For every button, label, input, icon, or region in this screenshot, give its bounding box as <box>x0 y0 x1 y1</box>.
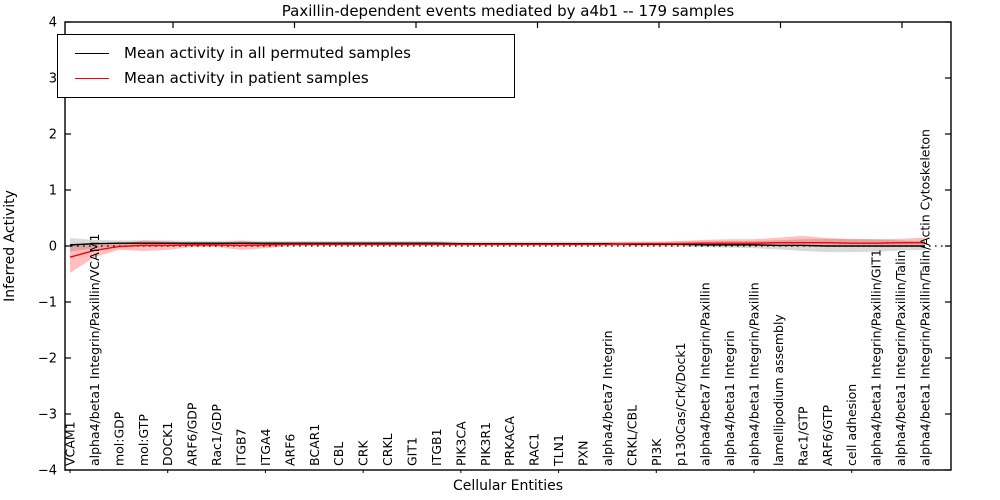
x-tick-label: Rac1/GDP <box>209 404 224 466</box>
x-tick-label: BCAR1 <box>307 424 322 466</box>
y-tick-label: −3 <box>38 408 57 423</box>
x-tick-label: alpha4/beta1 Integrin/Paxillin <box>747 282 762 466</box>
x-tick-label: alpha4/beta1 Integrin/Paxillin/Talin/Act… <box>918 129 933 466</box>
x-tick-label: alpha4/beta1 Integrin/Paxillin/GIT1 <box>869 249 884 466</box>
y-tick-label: −1 <box>38 296 57 311</box>
y-tick-label: −4 <box>38 464 57 479</box>
legend-item-permuted: Mean activity in all permuted samples <box>58 43 514 62</box>
y-tick-label: 3 <box>49 72 57 87</box>
x-tick-label: VCAM1 <box>63 421 78 466</box>
x-tick-label: ARF6/GTP <box>820 405 835 466</box>
x-tick-label: alpha4/beta7 Integrin <box>600 330 615 466</box>
x-tick-label: ARF6/GDP <box>185 402 200 466</box>
y-tick-label: 2 <box>49 128 57 143</box>
x-tick-label: alpha4/beta7 Integrin/Paxillin <box>698 282 713 466</box>
legend-line-sample-red <box>75 78 109 80</box>
chart-title: Paxillin-dependent events mediated by a4… <box>281 2 735 20</box>
x-tick-label: ITGA4 <box>258 428 273 466</box>
patient-mean-line <box>69 241 925 258</box>
legend: Mean activity in all permuted samples Me… <box>57 34 515 98</box>
x-tick-label: CRKL <box>380 433 395 466</box>
x-tick-label: PXN <box>576 441 591 466</box>
x-tick-label: ITGB7 <box>234 428 249 466</box>
x-tick-label: ARF6 <box>282 434 297 466</box>
x-tick-label: PRKACA <box>502 416 517 466</box>
y-tick-label: −2 <box>38 352 57 367</box>
legend-line-sample-black <box>75 52 109 54</box>
legend-label-permuted: Mean activity in all permuted samples <box>124 43 411 62</box>
x-tick-label: PIK3CA <box>453 421 468 466</box>
x-tick-label: Rac1/GTP <box>795 406 810 466</box>
legend-item-patient: Mean activity in patient samples <box>58 71 514 86</box>
y-axis-label: Inferred Activity <box>2 190 18 302</box>
x-tick-label: CRK <box>356 440 371 466</box>
x-tick-label: CBL <box>331 442 346 466</box>
x-tick-label: alpha4/beta1 Integrin/Paxillin/VCAM1 <box>87 234 102 466</box>
y-tick-label: 4 <box>49 16 57 31</box>
x-axis-label: Cellular Entities <box>452 478 564 494</box>
x-tick-label: alpha4/beta1 Integrin <box>722 330 737 466</box>
x-tick-label: PIK3R1 <box>478 422 493 466</box>
x-tick-label: mol:GTP <box>136 414 151 466</box>
x-tick-label: alpha4/beta1 Integrin/Paxillin/Talin <box>893 250 908 466</box>
legend-label-patient: Mean activity in patient samples <box>124 69 369 88</box>
permuted-std-band <box>70 238 925 253</box>
x-tick-label: CRKL/CBL <box>624 405 639 466</box>
x-tick-label: RAC1 <box>527 433 542 466</box>
x-tick-label: DOCK1 <box>160 422 175 466</box>
y-tick-label: 1 <box>49 184 57 199</box>
x-tick-label: PI3K <box>649 438 664 466</box>
x-tick-label: lamellipodium assembly <box>771 314 786 466</box>
y-tick-label: 0 <box>49 240 57 255</box>
x-tick-label: ITGB1 <box>429 428 444 466</box>
x-tick-label: TLN1 <box>551 434 566 467</box>
x-tick-label: GIT1 <box>405 437 420 466</box>
x-tick-label: p130Cas/Crk/Dock1 <box>673 342 688 466</box>
x-tick-label: mol:GDP <box>111 411 126 466</box>
x-tick-label: cell adhesion <box>844 384 859 466</box>
